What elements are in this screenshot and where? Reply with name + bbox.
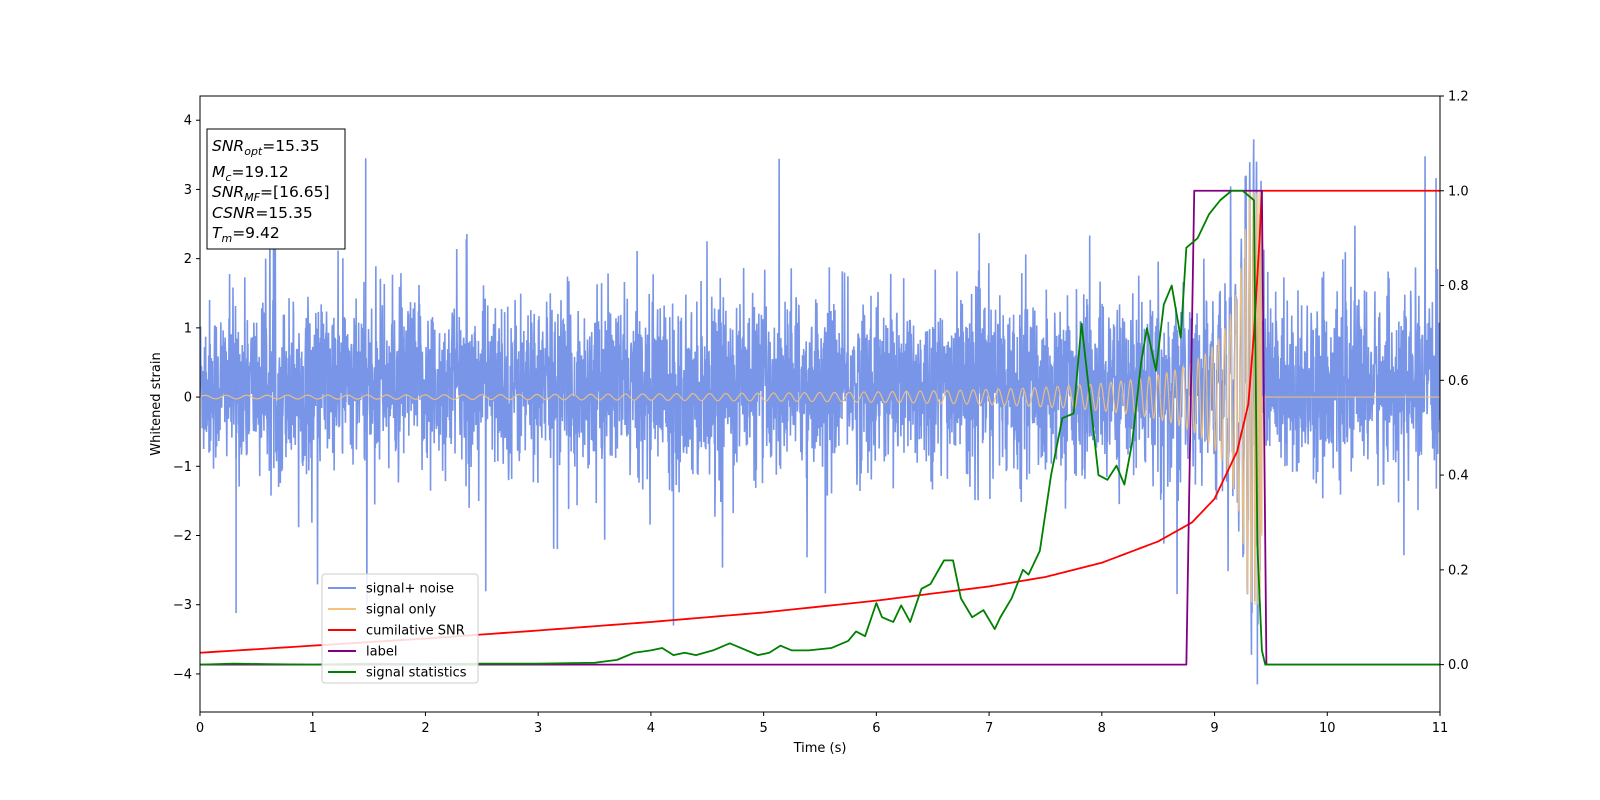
x-tick-label: 11 [1432,721,1449,736]
x-tick-label: 4 [647,721,655,736]
annotation-subscript: c [225,171,231,184]
x-tick-label: 6 [872,721,880,736]
annotation-symbol: M [212,163,225,181]
legend: signal+ noise signal only cumilative SNR la… [321,573,479,684]
y2-axis-ticks: 1.2 1.0 0.8 0.6 0.4 0.2 0.0 [1440,90,1469,673]
y2-tick-label: 1.2 [1448,90,1469,105]
y2-tick-label: 0.8 [1448,279,1469,294]
x-tick-label: 2 [421,721,429,736]
series-line-signal-statistics [200,189,1440,666]
x-tick-label: 0 [196,721,204,736]
series-line-signal-only [200,189,1440,605]
annotation-line: Tm=9.42 [212,224,280,245]
x-tick-label: 8 [1098,721,1106,736]
legend-label: signal only [366,603,436,618]
y-tick-label: 1 [184,321,192,336]
annotation-subscript: m [221,232,232,245]
annotation-symbol: SNR [212,137,244,155]
y2-tick-label: 0.0 [1448,658,1469,673]
series-line-signal-noise [200,139,1440,655]
y-tick-label: 3 [184,183,192,198]
annotation-box: SNRopt=15.35Mc=19.12SNRMF=[16.65]CSNR=15… [206,128,346,250]
x-axis-label: Time (s) [793,741,847,756]
legend-frame [321,573,479,684]
annotation-symbol: SNR [212,183,244,201]
series-layer [200,139,1440,685]
x-tick-label: 9 [1210,721,1218,736]
legend-label: signal statistics [366,666,467,681]
y2-tick-label: 0.4 [1448,469,1469,484]
plot-frame [199,95,1441,713]
series-line-cumilative-snr [200,189,1440,654]
x-axis-ticks: 0 1 2 3 4 5 6 7 8 9 10 11 [196,712,1448,736]
legend-label: cumilative SNR [366,624,465,639]
x-tick-label: 3 [534,721,542,736]
x-tick-label: 10 [1319,721,1336,736]
annotation-value: =15.35 [255,204,312,222]
y-tick-label: −4 [173,667,192,682]
annotation-symbol: CSNR [212,204,255,222]
annotation-line: Mc=19.12 [212,163,289,184]
y-tick-label: 2 [184,252,192,267]
annotation-frame [206,128,346,250]
annotation-line: CSNR=15.35 [212,204,313,222]
annotation-subscript: MF [244,191,260,204]
x-tick-label: 5 [759,721,767,736]
y-tick-label: −2 [173,529,192,544]
y2-tick-label: 0.6 [1448,374,1469,389]
y-axis-ticks: 4 3 2 1 0 −1 −2 −3 −4 [173,114,200,682]
y2-tick-label: 0.2 [1448,563,1469,578]
annotation-value: =9.42 [232,224,280,242]
y-tick-label: 0 [184,391,192,406]
y-tick-label: −1 [173,460,192,475]
annotation-line: SNRMF=[16.65] [212,183,330,204]
y-tick-label: −3 [173,598,192,613]
y-axis-label: Whitened strain [149,352,164,455]
annotation-value: =15.35 [262,137,319,155]
annotation-subscript: opt [244,145,263,158]
annotation-value: =19.12 [231,163,288,181]
x-tick-label: 1 [309,721,317,736]
annotation-line: SNRopt=15.35 [212,137,320,158]
x-tick-label: 7 [985,721,993,736]
legend-label: signal+ noise [366,582,454,597]
y2-tick-label: 1.0 [1448,184,1469,199]
annotation-symbol: T [212,224,223,242]
y-tick-label: 4 [184,114,192,129]
annotation-value: =[16.65] [260,183,329,201]
legend-label: label [366,645,397,660]
